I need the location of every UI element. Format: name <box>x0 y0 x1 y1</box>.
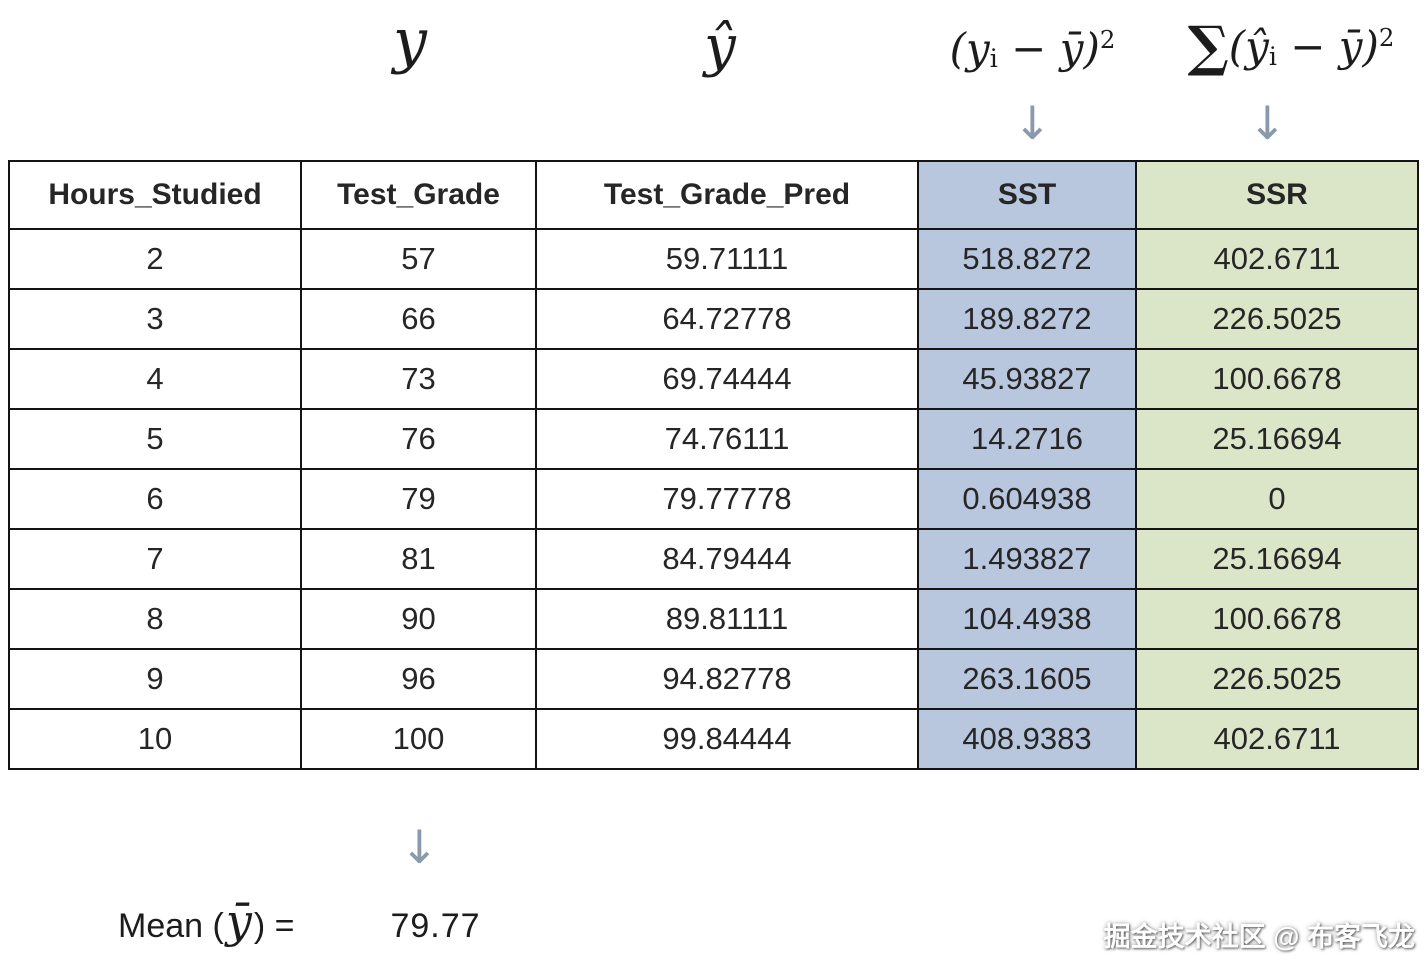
table-cell: 1.493827 <box>917 528 1137 590</box>
watermark: 掘金技术社区 @ 布客飞龙 <box>1103 922 1415 952</box>
table-cell: 10 <box>8 708 302 770</box>
column-header-ssr: SSR <box>1135 160 1419 230</box>
table-cell: 90 <box>300 588 537 650</box>
table-cell: 408.9383 <box>917 708 1137 770</box>
mean-value: 79.77 <box>390 907 481 945</box>
table-cell: 0.604938 <box>917 468 1137 530</box>
column-header-test-grade-pred: Test_Grade_Pred <box>535 160 919 230</box>
sst-formula-close: − ȳ) <box>997 24 1100 73</box>
table-cell: 45.93827 <box>917 348 1137 410</box>
table-cell: 402.6711 <box>1135 708 1419 770</box>
table-row: 7 81 84.79444 1.493827 25.16694 <box>8 528 1419 590</box>
table-row: 4 73 69.74444 45.93827 100.6678 <box>8 348 1419 410</box>
table-cell: 76 <box>300 408 537 470</box>
table-cell: 9 <box>8 648 302 710</box>
table-cell: 57 <box>300 228 537 290</box>
table-cell: 0 <box>1135 468 1419 530</box>
table-row: 10 100 99.84444 408.9383 402.6711 <box>8 708 1419 770</box>
y-symbol: y <box>393 6 427 76</box>
mean-line: Mean ( ȳ ) = 79.77 <box>118 898 481 946</box>
down-arrow-icon: ↓ <box>400 820 439 874</box>
table-cell: 104.4938 <box>917 588 1137 650</box>
table-row: 5 76 74.76111 14.2716 25.16694 <box>8 408 1419 470</box>
table-cell: 25.16694 <box>1135 528 1419 590</box>
table-cell: 518.8272 <box>917 228 1137 290</box>
table-cell: 7 <box>8 528 302 590</box>
table-cell: 79.77778 <box>535 468 919 530</box>
table-header-row: Hours_Studied Test_Grade Test_Grade_Pred… <box>8 160 1419 230</box>
table-cell: 100 <box>300 708 537 770</box>
down-arrow-icon: ↓ <box>1013 96 1052 150</box>
table-cell: 5 <box>8 408 302 470</box>
table-cell: 66 <box>300 288 537 350</box>
table-cell: 226.5025 <box>1135 288 1419 350</box>
mean-label-suffix: ) = <box>253 907 295 945</box>
sst-formula: (yi − ȳ)2 <box>915 24 1150 73</box>
ssr-formula: ∑(ŷi − ȳ)2 <box>1160 14 1422 78</box>
table-row: 3 66 64.72778 189.8272 226.5025 <box>8 288 1419 350</box>
table-cell: 79 <box>300 468 537 530</box>
table-cell: 81 <box>300 528 537 590</box>
column-header-test-grade: Test_Grade <box>300 160 537 230</box>
column-header-hours-studied: Hours_Studied <box>8 160 302 230</box>
table-cell: 69.74444 <box>535 348 919 410</box>
table-cell: 14.2716 <box>917 408 1137 470</box>
table-cell: 73 <box>300 348 537 410</box>
table-cell: 402.6711 <box>1135 228 1419 290</box>
table-cell: 100.6678 <box>1135 348 1419 410</box>
table-cell: 25.16694 <box>1135 408 1419 470</box>
table-cell: 96 <box>300 648 537 710</box>
table-row: 6 79 79.77778 0.604938 0 <box>8 468 1419 530</box>
ssr-formula-sub: i <box>1268 42 1277 72</box>
table-cell: 189.8272 <box>917 288 1137 350</box>
sigma-symbol: ∑ <box>1187 14 1229 78</box>
table-cell: 59.71111 <box>535 228 919 290</box>
table-cell: 263.1605 <box>917 648 1137 710</box>
table-cell: 74.76111 <box>535 408 919 470</box>
table-cell: 84.79444 <box>535 528 919 590</box>
y-observed-label: y <box>330 6 490 76</box>
table-row: 8 90 89.81111 104.4938 100.6678 <box>8 588 1419 650</box>
ssr-formula-sup: 2 <box>1378 23 1395 53</box>
sst-formula-open: (y <box>949 24 990 73</box>
table-cell: 3 <box>8 288 302 350</box>
table-cell: 94.82778 <box>535 648 919 710</box>
y-predicted-label: ŷ <box>640 14 800 79</box>
table-cell: 100.6678 <box>1135 588 1419 650</box>
table-cell: 2 <box>8 228 302 290</box>
table-cell: 4 <box>8 348 302 410</box>
table-cell: 226.5025 <box>1135 648 1419 710</box>
table-cell: 89.81111 <box>535 588 919 650</box>
table-cell: 99.84444 <box>535 708 919 770</box>
table-cell: 64.72778 <box>535 288 919 350</box>
sst-formula-sub: i <box>989 44 998 74</box>
down-arrow-icon: ↓ <box>1248 96 1287 150</box>
mean-label-prefix: Mean ( <box>118 907 224 945</box>
table-row: 2 57 59.71111 518.8272 402.6711 <box>8 228 1419 290</box>
column-header-sst: SST <box>917 160 1137 230</box>
sst-formula-sup: 2 <box>1099 24 1116 54</box>
ssr-formula-close: − ȳ) <box>1276 22 1379 72</box>
table-cell: 8 <box>8 588 302 650</box>
table-row: 9 96 94.82778 263.1605 226.5025 <box>8 648 1419 710</box>
ybar-symbol: ȳ <box>225 894 252 948</box>
data-table: Hours_Studied Test_Grade Test_Grade_Pred… <box>8 160 1419 770</box>
ssr-formula-open: (ŷ <box>1228 22 1269 72</box>
yhat-symbol: ŷ <box>704 14 736 79</box>
table-cell: 6 <box>8 468 302 530</box>
